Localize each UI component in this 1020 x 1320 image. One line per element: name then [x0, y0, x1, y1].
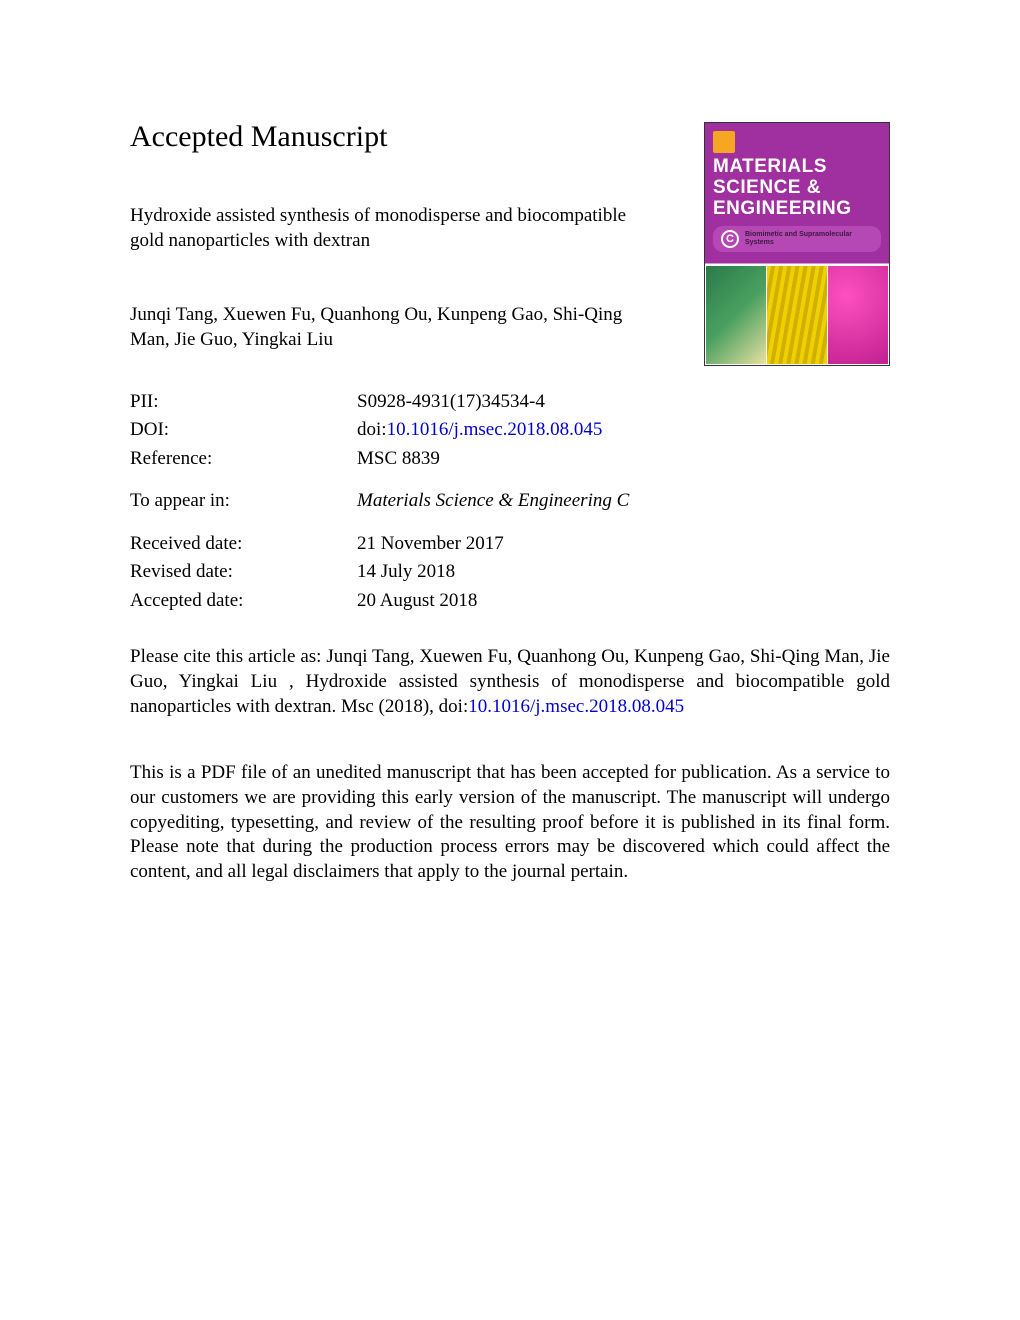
journal-cover: MATERIALS SCIENCE & ENGINEERING C Biomim…: [704, 122, 890, 366]
doi-label: DOI:: [130, 416, 357, 445]
disclaimer-block: This is a PDF file of an unedited manusc…: [130, 761, 890, 884]
cover-header: MATERIALS SCIENCE & ENGINEERING C Biomim…: [705, 123, 889, 265]
article-title: Hydroxide assisted synthesis of monodisp…: [130, 204, 640, 253]
cover-thumbnail-2: [767, 266, 827, 364]
doi-link[interactable]: 10.1016/j.msec.2018.08.045: [387, 419, 603, 440]
metadata-doi-row: DOI: doi:10.1016/j.msec.2018.08.045: [130, 416, 890, 445]
cover-subtitle: Biomimetic and Supramolecular Systems: [745, 231, 873, 246]
metadata-accepted-row: Accepted date: 20 August 2018: [130, 587, 890, 616]
accepted-value: 20 August 2018: [357, 587, 890, 616]
pii-value: S0928-4931(17)34534-4: [357, 388, 890, 417]
accepted-label: Accepted date:: [130, 587, 357, 616]
pii-label: PII:: [130, 388, 357, 417]
section-c-icon: C: [721, 230, 739, 248]
received-label: Received date:: [130, 530, 357, 559]
appear-value: Materials Science & Engineering C: [357, 487, 890, 516]
metadata-received-row: Received date: 21 November 2017: [130, 530, 890, 559]
doi-value: doi:10.1016/j.msec.2018.08.045: [357, 416, 890, 445]
metadata-reference-row: Reference: MSC 8839: [130, 445, 890, 474]
received-value: 21 November 2017: [357, 530, 890, 559]
cover-section-badge: C Biomimetic and Supramolecular Systems: [713, 226, 881, 252]
elsevier-logo-icon: [713, 131, 735, 153]
metadata-table: PII: S0928-4931(17)34534-4 DOI: doi:10.1…: [130, 388, 890, 616]
doi-prefix: doi:: [357, 419, 387, 440]
revised-label: Revised date:: [130, 558, 357, 587]
revised-value: 14 July 2018: [357, 558, 890, 587]
article-authors: Junqi Tang, Xuewen Fu, Quanhong Ou, Kunp…: [130, 303, 640, 352]
reference-label: Reference:: [130, 445, 357, 474]
cover-journal-title: MATERIALS SCIENCE & ENGINEERING: [713, 157, 881, 220]
cover-thumbnail-1: [706, 266, 766, 364]
appear-label: To appear in:: [130, 487, 357, 516]
cover-thumbnails: [705, 265, 889, 365]
metadata-pii-row: PII: S0928-4931(17)34534-4: [130, 388, 890, 417]
citation-block: Please cite this article as: Junqi Tang,…: [130, 645, 890, 719]
metadata-appear-row: To appear in: Materials Science & Engine…: [130, 487, 890, 516]
metadata-revised-row: Revised date: 14 July 2018: [130, 558, 890, 587]
cover-thumbnail-3: [828, 266, 888, 364]
reference-value: MSC 8839: [357, 445, 890, 474]
citation-doi-link[interactable]: 10.1016/j.msec.2018.08.045: [468, 696, 684, 717]
